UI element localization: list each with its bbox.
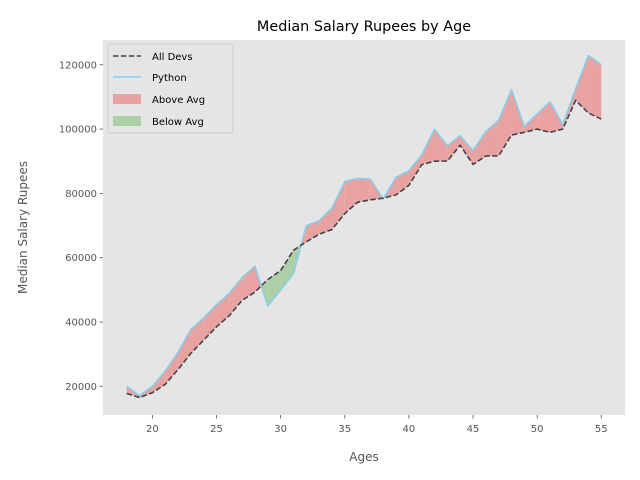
legend-label-python: Python [152,73,187,84]
y-tick-label: 60000 [65,253,97,264]
x-tick-label: 50 [531,424,544,435]
fill-above-avg-segment [229,277,243,316]
y-tick-label: 120000 [59,60,97,71]
fill-below-avg-segment [267,270,281,306]
y-tick-label: 20000 [65,382,97,393]
fill-above-avg-segment [447,135,461,162]
fill-below-avg-segment [280,250,294,290]
x-axis-title: Ages [349,450,378,464]
fill-above-avg-segment [357,178,371,203]
fill-above-avg-segment [396,170,409,195]
fill-above-avg-segment [344,178,358,214]
y-axis-title: Median Salary Rupees [16,161,30,294]
x-tick-label: 45 [467,424,480,435]
chart-title: Median Salary Rupees by Age [257,19,471,35]
fill-above-avg-segment [473,131,486,165]
fill-above-avg-segment [408,154,422,186]
legend-label-above-avg: Above Avg [152,95,205,106]
x-tick-label: 55 [595,424,608,435]
y-tick-label: 100000 [59,125,97,136]
legend-swatch-above-avg [113,94,141,104]
legend: All Devs Python Above Avg Below Avg [107,43,234,134]
fill-above-avg-segment [549,101,563,133]
line-layer [126,54,602,399]
fill-above-avg-segment [575,55,589,113]
fill-above-avg-segment [524,113,538,133]
series-line-python [126,54,602,397]
fill-above-avg-segment [203,304,217,341]
fill-above-avg-segment [319,208,332,235]
x-tick-label: 20 [146,424,159,435]
x-tick-label: 40 [403,424,416,435]
y-tick-label: 40000 [65,317,97,328]
fill-above-avg-segment [306,220,320,242]
legend-label-below-avg: Below Avg [152,117,204,128]
x-tick-label: 25 [210,424,223,435]
tick-layer: 20 25 30 35 40 45 50 55 20000 40000 60000 80000 1000… [59,60,608,435]
fill-above-avg-segment [331,181,345,230]
fill-above-avg-segment [178,329,191,370]
legend-label-all-devs: All Devs [152,52,193,63]
fill-above-avg-segment [434,129,448,162]
fill-above-avg-segment [152,371,166,393]
fill-above-avg-segment [421,129,435,165]
fill-above-avg-segment [588,55,602,120]
series-line-all-devs [126,99,602,399]
legend-swatch-below-avg [113,116,141,126]
fill-above-avg-segment [537,101,550,133]
x-tick-label: 30 [274,424,287,435]
fill-above-avg-segment [216,293,230,327]
x-tick-label: 35 [338,424,351,435]
fill-above-avg-segment [460,135,474,165]
y-tick-label: 80000 [65,189,97,200]
legend-box [107,43,234,134]
fill-above-avg-segment [165,352,179,385]
